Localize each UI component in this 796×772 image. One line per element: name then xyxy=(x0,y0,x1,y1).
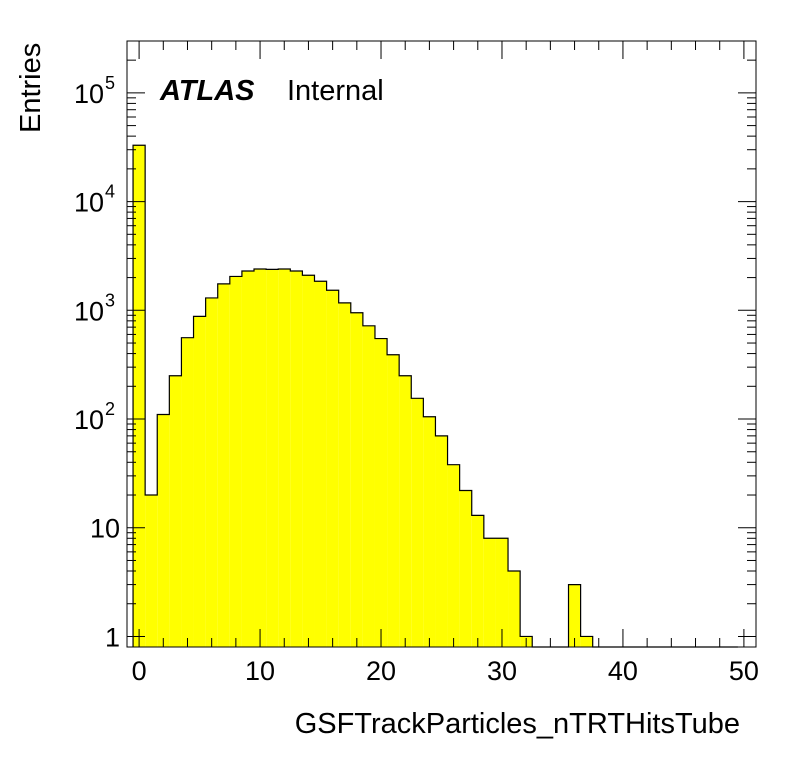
histogram-bar xyxy=(241,270,255,647)
histogram-bars xyxy=(132,144,738,648)
x-tick-labels: 0 10 20 30 40 50 xyxy=(132,656,759,686)
histogram-bar xyxy=(217,283,230,647)
y-tick-label: 10 xyxy=(74,405,104,435)
y-tick-label: 10 xyxy=(74,79,104,109)
histogram-bar xyxy=(568,584,581,647)
histogram-bar xyxy=(338,302,351,647)
histogram-bar xyxy=(181,337,194,647)
x-tick-label: 10 xyxy=(245,656,275,686)
atlas-label: ATLAS xyxy=(159,75,255,107)
histogram-bar xyxy=(254,268,267,647)
histogram-bar xyxy=(229,276,242,647)
x-tick-label: 40 xyxy=(608,656,638,686)
y-tick-exponent: 2 xyxy=(105,399,115,419)
histogram-bar xyxy=(508,571,521,647)
histogram-bar xyxy=(193,316,206,647)
histogram-bar xyxy=(483,538,496,647)
histogram-bar xyxy=(314,281,327,647)
histogram-bar xyxy=(580,636,593,647)
y-tick-label: 10 xyxy=(74,188,104,218)
status-label: Internal xyxy=(287,75,384,107)
histogram-outline xyxy=(132,144,738,648)
x-tick-label: 50 xyxy=(729,656,759,686)
histogram-bar xyxy=(411,398,424,647)
y-tick-exponent: 5 xyxy=(105,73,115,93)
histogram-bar xyxy=(399,375,412,647)
histogram-bar xyxy=(350,312,363,647)
histogram-bar xyxy=(169,375,182,647)
y-tick-label: 10 xyxy=(74,296,104,326)
y-tick-label: 10 xyxy=(90,514,120,544)
y-tick-label: 1 xyxy=(105,622,120,652)
plot-frame xyxy=(126,40,757,648)
histogram-bar xyxy=(459,490,472,647)
x-tick-label: 0 xyxy=(132,656,147,686)
histogram-bar xyxy=(374,338,388,647)
histogram-bar xyxy=(266,269,279,647)
histogram-bar xyxy=(302,275,315,647)
histogram-bar xyxy=(435,435,448,647)
histogram-bar xyxy=(133,145,146,647)
histogram-bar xyxy=(290,270,303,647)
x-tick-label: 20 xyxy=(366,656,396,686)
histogram-bar xyxy=(145,495,158,647)
histogram-bar xyxy=(157,414,170,647)
histogram-bar xyxy=(205,297,218,647)
histogram-bar xyxy=(278,268,291,647)
axis-ticks xyxy=(127,40,756,647)
x-tick-label: 30 xyxy=(487,656,517,686)
histogram-bar xyxy=(423,416,436,647)
x-axis-title: GSFTrackParticles_nTRTHitsTube xyxy=(295,708,740,740)
y-tick-exponent: 4 xyxy=(105,182,115,202)
y-axis-title: Entries xyxy=(15,43,47,133)
histogram-bar xyxy=(447,464,460,647)
histogram-bar xyxy=(387,354,400,647)
y-tick-exponent: 3 xyxy=(105,290,115,310)
histogram-bar xyxy=(362,325,375,647)
histogram-bar xyxy=(326,290,339,647)
histogram-bar xyxy=(495,538,509,647)
histogram-bar xyxy=(471,515,484,647)
